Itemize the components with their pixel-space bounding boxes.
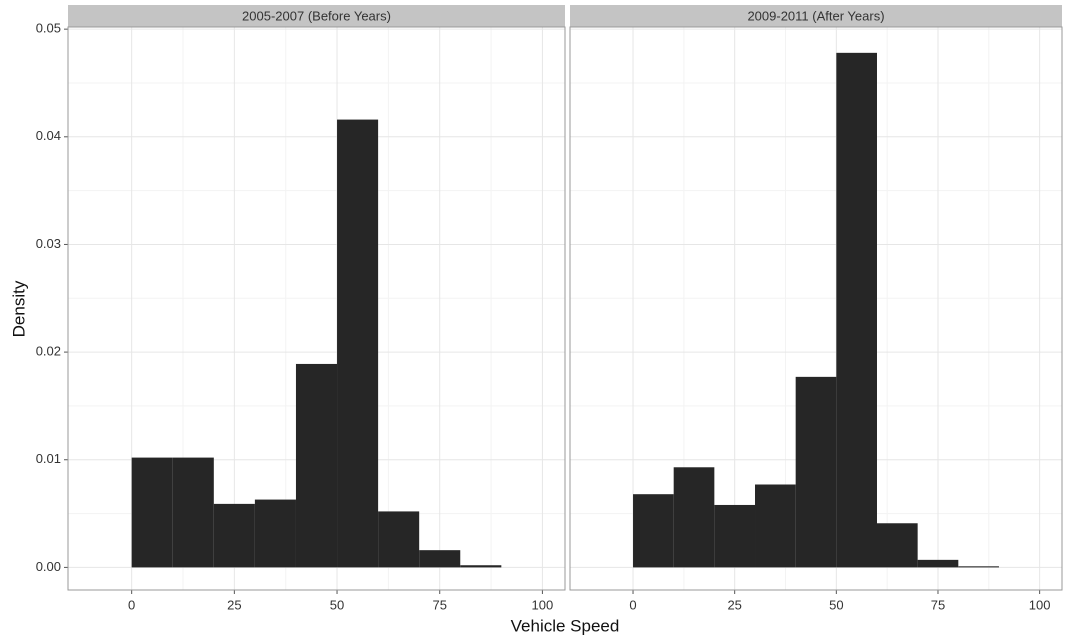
x-tick-label: 50 [829, 597, 843, 612]
strip-title: 2005-2007 (Before Years) [242, 8, 391, 23]
bar [419, 550, 461, 568]
bar [213, 503, 255, 568]
bar [795, 376, 837, 568]
bar [295, 363, 338, 568]
bar [633, 494, 674, 568]
x-tick-label: 100 [1029, 597, 1051, 612]
bar [172, 457, 214, 568]
bar [876, 523, 918, 568]
bar [460, 565, 502, 568]
y-tick-label: 0.05 [36, 21, 61, 36]
strip-title: 2009-2011 (After Years) [747, 8, 884, 23]
y-tick-label: 0.01 [36, 451, 61, 466]
bar [958, 566, 999, 568]
bar [917, 559, 959, 568]
y-tick-label: 0.00 [36, 559, 61, 574]
y-axis-title: Density [9, 280, 28, 337]
bar [378, 511, 420, 568]
y-tick-label: 0.03 [36, 236, 61, 251]
x-tick-label: 75 [931, 597, 945, 612]
x-tick-label: 25 [227, 597, 241, 612]
x-tick-label: 0 [128, 597, 135, 612]
strip [68, 5, 565, 27]
y-tick-label: 0.04 [36, 128, 61, 143]
x-tick-label: 25 [727, 597, 741, 612]
bar [836, 52, 877, 568]
bar [131, 457, 173, 568]
x-tick-label: 100 [532, 597, 554, 612]
panel-border [67, 26, 566, 591]
y-tick-label: 0.02 [36, 344, 61, 359]
strip [570, 5, 1062, 27]
x-axis-title: Vehicle Speed [511, 616, 620, 635]
bar [755, 484, 796, 568]
bar [337, 119, 379, 568]
x-tick-label: 50 [330, 597, 344, 612]
bar [714, 504, 756, 568]
panel-border [569, 26, 1063, 591]
x-tick-label: 0 [629, 597, 636, 612]
x-tick-label: 75 [432, 597, 446, 612]
bar [254, 499, 296, 568]
bar [673, 467, 715, 568]
